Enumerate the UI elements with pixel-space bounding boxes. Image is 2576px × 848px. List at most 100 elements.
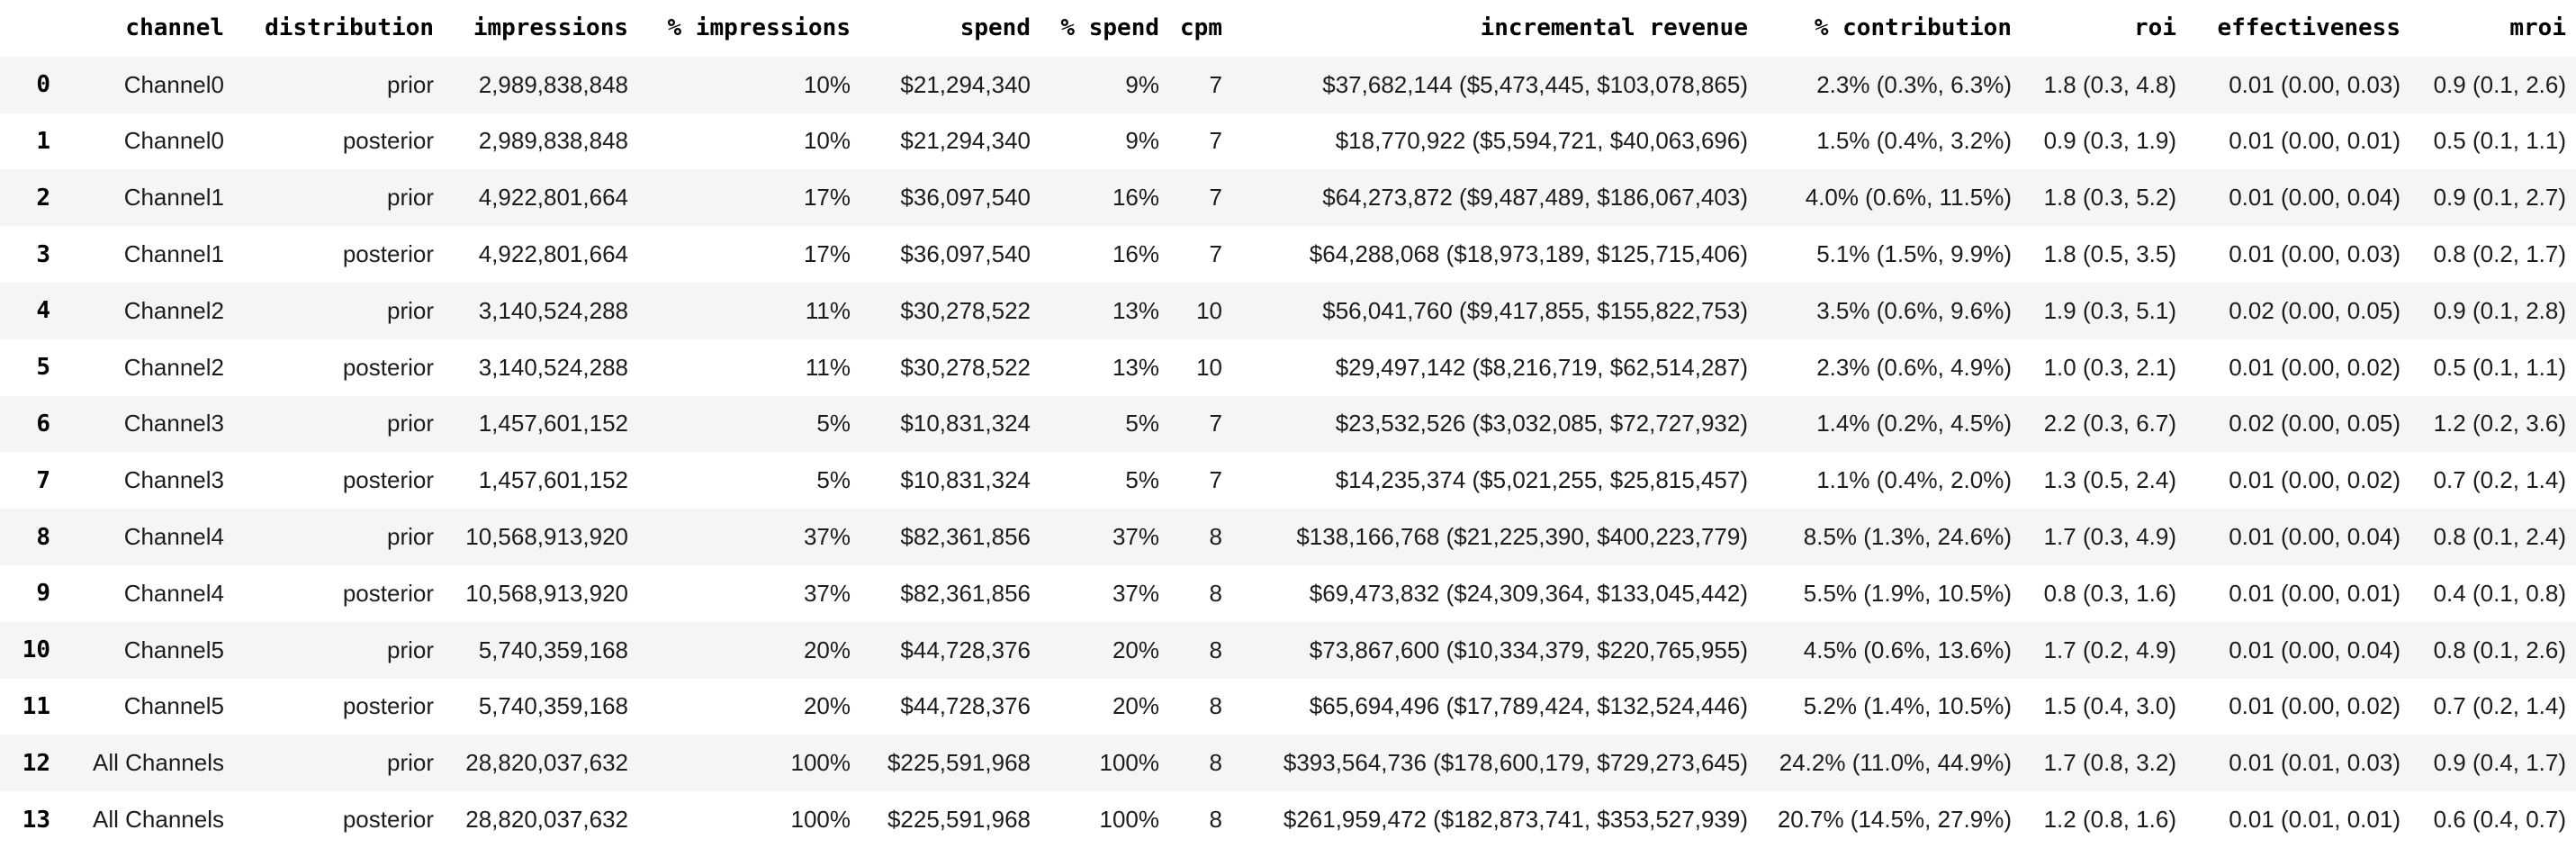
cell-distribution: posterior [342,806,434,834]
cell-incremental-revenue: $138,166,768 ($21,225,390, $400,223,779) [1296,523,1748,551]
cell-incremental-revenue: $261,959,472 ($182,873,741, $353,527,939… [1283,806,1748,834]
cell-incremental-revenue: $393,564,736 ($178,600,179, $729,273,645… [1283,749,1748,777]
cell-cpm: 8 [1209,692,1222,720]
table-row: 2 Channel1 prior 4,922,801,664 17% $36,097,54… [0,169,2576,227]
cell-cpm: 7 [1209,70,1222,98]
cell-distribution: prior [386,70,434,98]
cell-spend: $36,097,540 [900,240,1031,268]
cell-spend: $36,097,540 [900,184,1031,212]
table-row: 11 Channel5 posterior 5,740,359,168 20% $44,7… [0,678,2576,735]
cell-mroi: 1.2 (0.2, 3.6) [2433,410,2566,438]
cell-channel: Channel5 [123,692,224,720]
cell-pct-contribution: 5.5% (1.9%, 10.5%) [1803,579,2012,607]
cell-cpm: 10 [1196,296,1222,324]
cell-pct-contribution: 24.2% (11.0%, 44.9%) [1779,749,2012,777]
table-row: 12 All Channels prior 28,820,037,632 100% $22… [0,735,2576,792]
row-index: 7 [36,466,50,494]
cell-impressions: 1,457,601,152 [478,466,628,494]
cell-incremental-revenue: $23,532,526 ($3,032,085, $72,727,932) [1335,410,1748,438]
cell-cpm: 10 [1196,353,1222,381]
cell-channel: All Channels [93,749,224,777]
cell-distribution: posterior [342,466,434,494]
cell-pct-impressions: 37% [803,523,851,551]
cell-mroi: 0.7 (0.2, 1.4) [2433,692,2566,720]
cell-channel: Channel4 [123,523,224,551]
table-row: 1 Channel0 posterior 2,989,838,848 10% $21,29… [0,113,2576,170]
cell-cpm: 7 [1209,240,1222,268]
cell-pct-spend: 13% [1112,353,1159,381]
cell-pct-spend: 100% [1099,749,1160,777]
cell-pct-spend: 37% [1112,523,1159,551]
cell-cpm: 8 [1209,579,1222,607]
cell-spend: $30,278,522 [900,296,1031,324]
row-index: 0 [36,71,50,99]
cell-spend: $21,294,340 [900,70,1031,98]
cell-pct-impressions: 100% [790,749,851,777]
column-header-distribution: distribution [234,0,444,57]
cell-pct-contribution: 5.1% (1.5%, 9.9%) [1816,240,2012,268]
table-row: 5 Channel2 posterior 3,140,524,288 11% $30,27… [0,338,2576,396]
column-header-channel: channel [55,0,234,57]
cell-effectiveness: 0.02 (0.00, 0.05) [2229,410,2400,438]
cell-distribution: posterior [342,240,434,268]
table-row: 9 Channel4 posterior 10,568,913,920 37% $82,3… [0,564,2576,622]
cell-pct-impressions: 10% [803,70,851,98]
cell-effectiveness: 0.01 (0.00, 0.04) [2229,636,2400,663]
cell-spend: $21,294,340 [900,127,1031,155]
cell-impressions: 3,140,524,288 [478,296,628,324]
cell-pct-impressions: 17% [803,240,851,268]
cell-mroi: 0.5 (0.1, 1.1) [2433,127,2566,155]
cell-effectiveness: 0.01 (0.00, 0.01) [2229,127,2400,155]
cell-mroi: 0.9 (0.1, 2.6) [2433,70,2566,98]
cell-distribution: posterior [342,579,434,607]
cell-pct-spend: 16% [1112,184,1159,212]
column-header-mroi: mroi [2410,0,2576,57]
cell-incremental-revenue: $14,235,374 ($5,021,255, $25,815,457) [1335,466,1748,494]
cell-roi: 0.9 (0.3, 1.9) [2043,127,2176,155]
table-row: 6 Channel3 prior 1,457,601,152 5% $10,831,324… [0,395,2576,453]
row-index: 13 [22,806,50,834]
cell-effectiveness: 0.01 (0.00, 0.04) [2229,184,2400,212]
cell-cpm: 8 [1209,749,1222,777]
cell-distribution: prior [386,749,434,777]
row-index: 12 [22,749,50,777]
cell-roi: 1.9 (0.3, 5.1) [2043,296,2176,324]
cell-roi: 1.7 (0.8, 3.2) [2043,749,2176,777]
cell-effectiveness: 0.01 (0.00, 0.02) [2229,353,2400,381]
cell-effectiveness: 0.01 (0.00, 0.03) [2229,70,2400,98]
row-index: 2 [36,184,50,212]
cell-impressions: 1,457,601,152 [478,410,628,438]
row-index: 9 [36,580,50,608]
cell-impressions: 10,568,913,920 [465,523,628,551]
cell-mroi: 0.5 (0.1, 1.1) [2433,353,2566,381]
cell-distribution: prior [386,523,434,551]
cell-incremental-revenue: $64,288,068 ($18,973,189, $125,715,406) [1309,240,1748,268]
cell-spend: $225,591,968 [887,749,1031,777]
cell-pct-spend: 9% [1125,127,1159,155]
column-header-effectiveness: effectiveness [2186,0,2410,57]
cell-pct-contribution: 20.7% (14.5%, 27.9%) [1777,806,2012,834]
cell-pct-contribution: 3.5% (0.6%, 9.6%) [1816,296,2012,324]
cell-channel: Channel0 [123,127,224,155]
cell-distribution: prior [386,636,434,663]
cell-pct-spend: 5% [1125,410,1159,438]
cell-pct-spend: 16% [1112,240,1159,268]
cell-cpm: 7 [1209,466,1222,494]
cell-effectiveness: 0.01 (0.00, 0.02) [2229,692,2400,720]
cell-cpm: 8 [1209,523,1222,551]
cell-channel: Channel1 [123,184,224,212]
cell-spend: $10,831,324 [900,466,1031,494]
cell-effectiveness: 0.01 (0.00, 0.04) [2229,523,2400,551]
column-header-roi: roi [2022,0,2186,57]
cell-distribution: prior [386,410,434,438]
cell-mroi: 0.6 (0.4, 0.7) [2433,806,2566,834]
cell-roi: 1.8 (0.3, 4.8) [2043,70,2176,98]
cell-effectiveness: 0.01 (0.00, 0.02) [2229,466,2400,494]
cell-impressions: 28,820,037,632 [465,749,628,777]
cell-channel: Channel3 [123,466,224,494]
cell-roi: 1.5 (0.4, 3.0) [2043,692,2176,720]
index-corner-header [0,0,55,57]
cell-roi: 0.8 (0.3, 1.6) [2043,579,2176,607]
row-index: 3 [36,240,50,268]
column-header-pct-contribution: % contribution [1758,0,2022,57]
